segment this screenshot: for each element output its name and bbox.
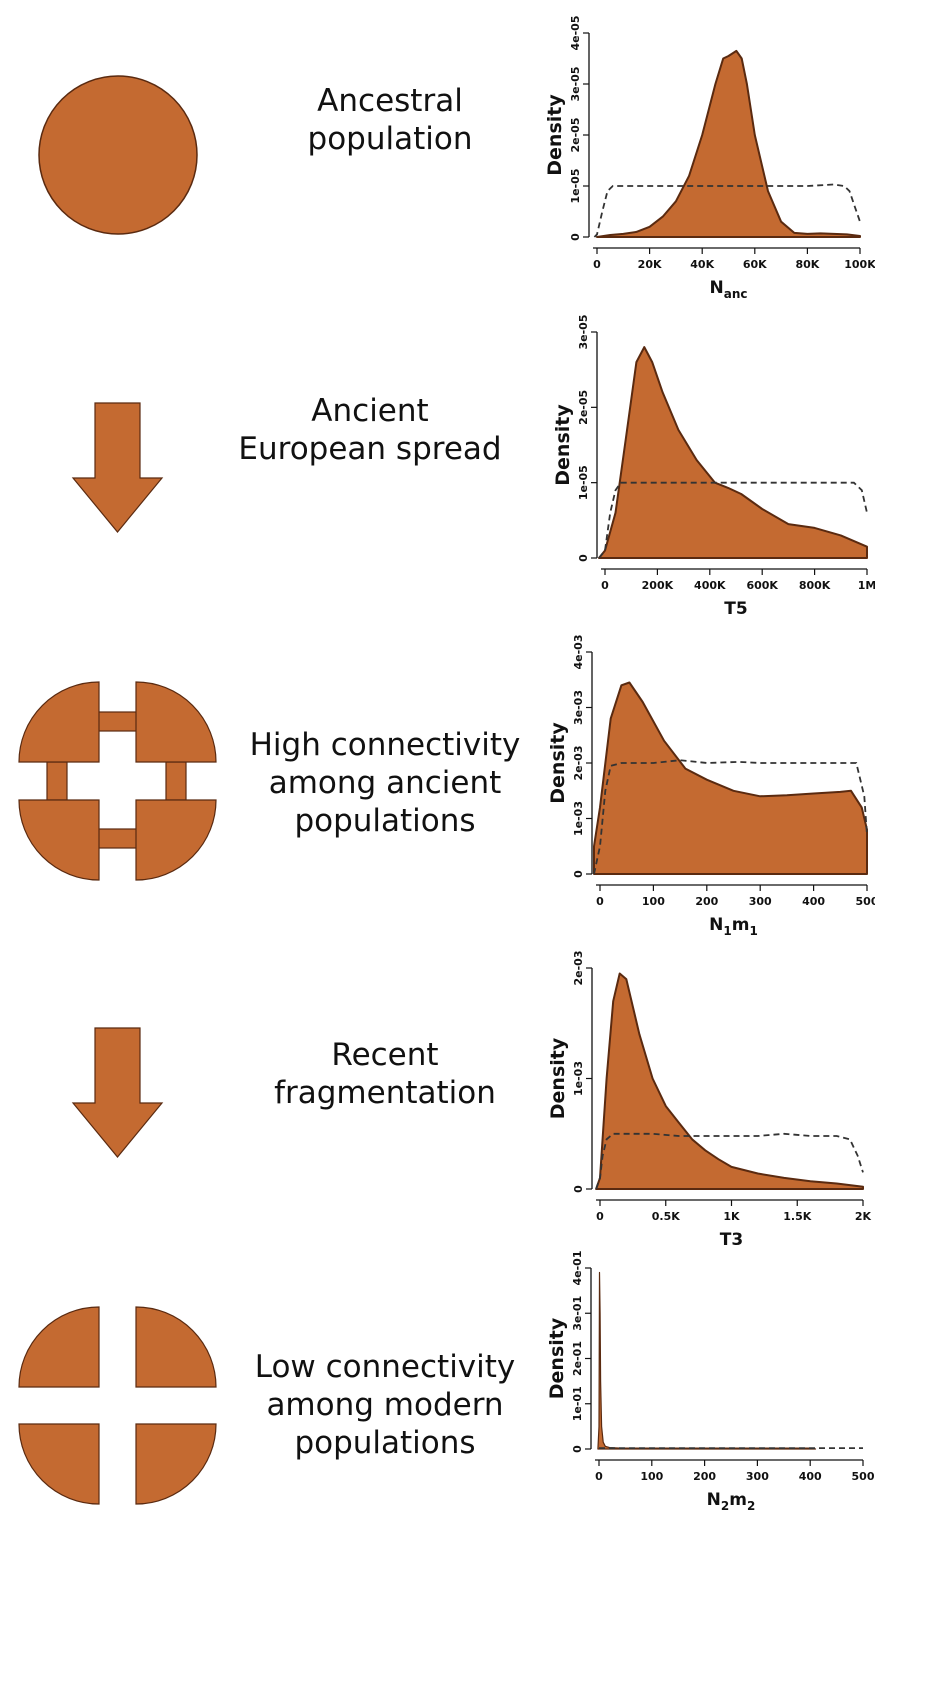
y-tick-label: 1e-05 (577, 465, 590, 500)
x-tick-label: 100K (844, 258, 875, 271)
stage-caption: Low connectivity among modern population… (254, 1349, 516, 1461)
stage-low-connectivity: Low connectivity among modern population… (0, 1250, 947, 1686)
y-tick-label: 3e-03 (572, 690, 585, 725)
x-tick-label: 500 (852, 1470, 875, 1483)
posterior-density-area (598, 346, 868, 559)
x-axis-label: N1m1 (709, 915, 758, 938)
stage-caption: Ancestral population (307, 83, 473, 157)
y-tick-label: 3e-05 (569, 67, 582, 102)
y-axis-label: Density (547, 1037, 569, 1119)
y-tick-label: 0 (569, 233, 582, 241)
ancestral-population-icon (38, 75, 198, 235)
stage-caption: Recent fragmentation (274, 1037, 496, 1111)
y-tick-label: 2e-03 (572, 951, 585, 986)
posterior-plot-t5: 0 200K 400K 600K 800K 1M 0 1e-05 2e-05 3e-05 Densi… (552, 315, 875, 620)
stage-fragmentation: Recent fragmentation 0 0.5K 1K 1.5K 2K 0 1e-03… (0, 950, 947, 1250)
x-tick-label: 0 (596, 1210, 604, 1223)
connected-populations-icon (18, 681, 217, 881)
x-tick-label: 500 (856, 895, 875, 908)
y-tick-label: 2e-05 (569, 118, 582, 153)
stage-ancestral: Ancestral population 0 20K 40K 60K 80K 100K 0 1… (0, 0, 947, 301)
y-tick-label: 0 (577, 554, 590, 562)
x-tick-label: 1M (858, 579, 875, 592)
y-tick-label: 4e-03 (572, 635, 585, 670)
posterior-density-area (595, 972, 864, 1190)
x-tick-label: 300 (749, 895, 772, 908)
x-tick-label: 600K (746, 579, 778, 592)
posterior-density-area (596, 49, 861, 238)
y-tick-label: 4e-01 (571, 1251, 584, 1286)
y-tick-label: 2e-03 (572, 746, 585, 781)
x-tick-label: 200K (642, 579, 674, 592)
x-axis-label: N2m2 (707, 1490, 756, 1513)
prior-density-line (595, 1132, 864, 1190)
x-tick-label: 100 (640, 1470, 663, 1483)
y-tick-label: 1e-01 (571, 1386, 584, 1421)
x-tick-label: 100 (642, 895, 665, 908)
posterior-density-area (597, 1271, 817, 1450)
posterior-plot-t3: 0 0.5K 1K 1.5K 2K 0 1e-03 2e-03 Density T3 (547, 951, 872, 1251)
y-tick-label: 3e-01 (571, 1296, 584, 1331)
x-tick-label: 60K (743, 258, 767, 271)
posterior-plot-n1m1: 0 100 200 300 400 500 0 1e-03 2e-03 3e-03 4e-03 Den… (547, 635, 875, 939)
x-tick-label: 2K (855, 1210, 872, 1223)
x-tick-label: 0.5K (652, 1210, 680, 1223)
stage-caption: High connectivity among ancient populati… (249, 727, 521, 839)
x-tick-label: 40K (690, 258, 714, 271)
x-axis-label: T5 (724, 599, 747, 619)
x-tick-label: 1.5K (783, 1210, 811, 1223)
y-tick-label: 1e-03 (572, 1061, 585, 1096)
y-axis-label: Density (552, 404, 574, 486)
y-tick-label: 2e-05 (577, 390, 590, 425)
x-tick-label: 400 (799, 1470, 822, 1483)
y-tick-label: 1e-03 (572, 801, 585, 836)
down-arrow-icon (71, 402, 164, 533)
x-tick-label: 1K (723, 1210, 740, 1223)
x-tick-label: 800K (799, 579, 831, 592)
posterior-density-area (593, 681, 868, 875)
down-arrow-icon (71, 1027, 164, 1158)
y-tick-label: 0 (572, 1185, 585, 1193)
x-tick-label: 0 (595, 1470, 603, 1483)
y-axis-label: Density (544, 94, 566, 176)
x-tick-label: 400K (694, 579, 726, 592)
x-tick-label: 200 (695, 895, 718, 908)
y-tick-label: 1e-05 (569, 169, 582, 204)
x-tick-label: 200 (693, 1470, 716, 1483)
prior-density-line (593, 759, 868, 875)
x-axis-label: Nanc (710, 278, 748, 301)
x-tick-label: 300 (746, 1470, 769, 1483)
x-tick-label: 0 (596, 895, 604, 908)
y-tick-label: 2e-01 (571, 1341, 584, 1376)
y-tick-label: 0 (571, 1445, 584, 1453)
x-tick-label: 0 (601, 579, 609, 592)
y-tick-label: 3e-05 (577, 315, 590, 350)
y-tick-label: 4e-05 (569, 16, 582, 51)
x-axis-label: T3 (720, 1230, 743, 1250)
y-axis-label: Density (546, 1317, 568, 1399)
posterior-plot-nanc: 0 20K 40K 60K 80K 100K 0 1e-05 2e-05 3e-05 4e-05 De… (544, 16, 875, 302)
x-tick-label: 80K (795, 258, 819, 271)
x-tick-label: 400 (802, 895, 825, 908)
x-tick-label: 0 (593, 258, 601, 271)
posterior-plot-n2m2: 0 100 200 300 400 500 0 1e-01 2e-01 3e-01 4e-01 Den… (546, 1251, 875, 1514)
x-tick-label: 20K (638, 258, 662, 271)
prior-density-line (598, 481, 868, 559)
y-tick-label: 0 (572, 870, 585, 878)
y-axis-label: Density (547, 722, 569, 804)
prior-density-line (593, 183, 861, 238)
stage-spread: Ancient European spread 0 200K 400K 600K 800… (0, 310, 947, 630)
stage-high-connectivity: High connectivity among ancient populati… (0, 630, 947, 950)
fragmented-populations-icon (18, 1306, 217, 1505)
stage-caption: Ancient European spread (238, 393, 502, 467)
